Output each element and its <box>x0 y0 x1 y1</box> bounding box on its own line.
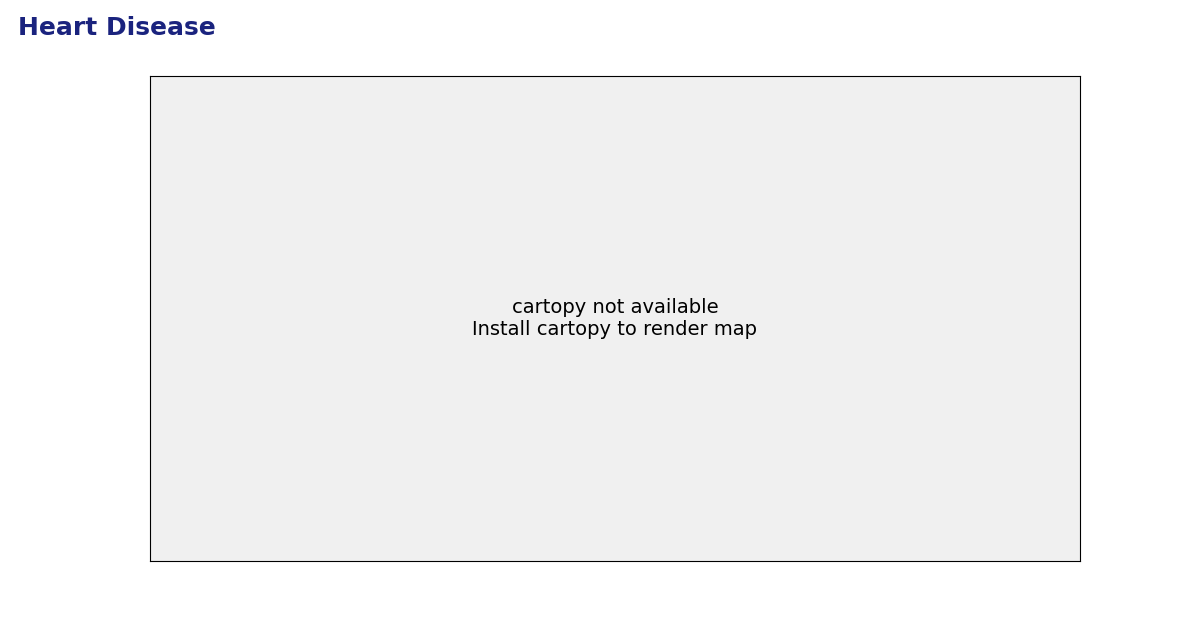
Text: cartopy not available
Install cartopy to render map: cartopy not available Install cartopy to… <box>473 297 757 339</box>
Text: Heart Disease: Heart Disease <box>18 16 216 40</box>
